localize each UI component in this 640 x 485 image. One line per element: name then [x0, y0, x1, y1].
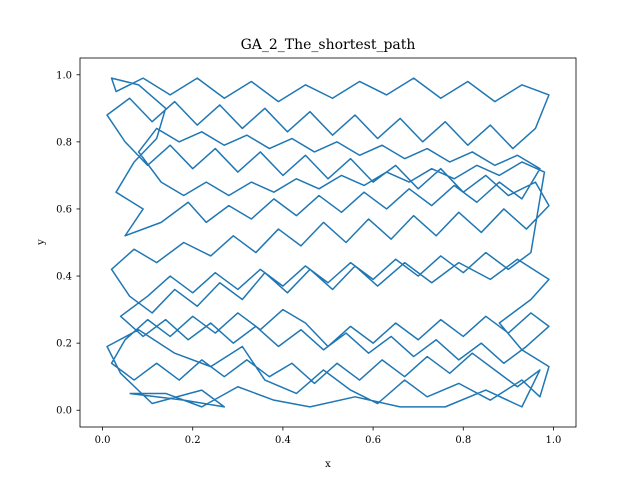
- x-tick-label: 1.0: [546, 435, 562, 446]
- path-series-line: [106, 77, 550, 408]
- axes-frame: [79, 57, 577, 428]
- x-axis: 0.0 0.2 0.4 0.6 0.8 1.0: [95, 427, 562, 446]
- x-tick-label: 0.0: [95, 435, 111, 446]
- y-tick-label: 0.2: [56, 339, 72, 350]
- x-tick-label: 0.2: [185, 435, 201, 446]
- x-axis-label: x: [325, 459, 331, 470]
- x-tick-label: 0.6: [365, 435, 381, 446]
- x-tick-label: 0.4: [275, 435, 291, 446]
- y-axis: 0.0 0.2 0.4 0.6 0.8 1.0: [56, 70, 80, 417]
- y-axis-label: y: [36, 239, 47, 246]
- y-tick-label: 0.0: [56, 406, 72, 417]
- x-tick-label: 0.8: [455, 435, 471, 446]
- y-tick-label: 1.0: [56, 70, 72, 81]
- chart-title: GA_2_The_shortest_path: [241, 37, 416, 53]
- y-tick-label: 0.4: [56, 272, 72, 283]
- y-tick-label: 0.6: [56, 204, 72, 215]
- y-tick-label: 0.8: [56, 137, 72, 148]
- plot-area: [106, 77, 550, 408]
